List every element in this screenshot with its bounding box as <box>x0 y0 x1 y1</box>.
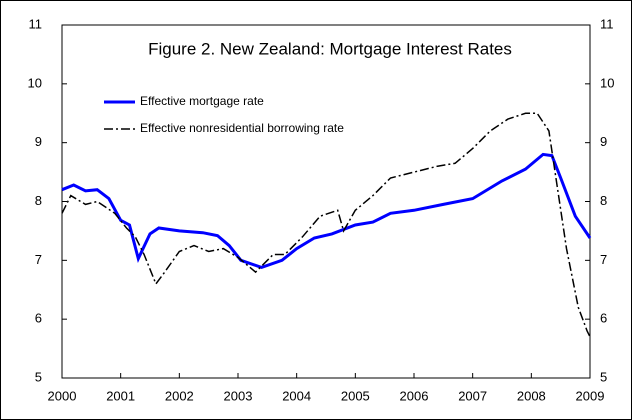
y-tick-label: 11 <box>29 16 43 31</box>
y-tick-label: 10 <box>28 75 42 90</box>
x-tick-label: 2004 <box>282 388 311 403</box>
y2-tick-label: 5 <box>600 369 607 384</box>
legend-label: Effective nonresidential borrowing rate <box>140 121 344 135</box>
plot-area <box>61 24 591 379</box>
y-tick-label: 9 <box>35 134 42 149</box>
y2-tick-label: 11 <box>600 16 614 31</box>
y-tick-label: 6 <box>35 311 42 326</box>
series-line <box>61 152 592 269</box>
y2-tick-label: 8 <box>600 193 607 208</box>
x-tick-label: 2000 <box>48 388 77 403</box>
y2-tick-label: 9 <box>600 134 607 149</box>
y-tick-label: 5 <box>35 369 42 384</box>
x-tick-label: 2007 <box>458 388 487 403</box>
y-tick-label: 7 <box>35 252 42 267</box>
y2-tick-label: 7 <box>600 252 607 267</box>
x-tick-label: 2001 <box>106 388 135 403</box>
x-tick-label: 2008 <box>517 388 546 403</box>
y2-tick-label: 10 <box>600 75 614 90</box>
series-line <box>61 112 591 338</box>
x-tick-label: 2006 <box>400 388 429 403</box>
x-tick-label: 2005 <box>341 388 370 403</box>
chart-title: Figure 2. New Zealand: Mortgage Interest… <box>148 39 512 58</box>
x-tick-label: 2003 <box>224 388 253 403</box>
x-tick-label: 2009 <box>576 388 605 403</box>
x-tick-label: 2002 <box>165 388 194 403</box>
legend-label: Effective mortgage rate <box>140 94 264 108</box>
y-tick-label: 8 <box>35 193 42 208</box>
y2-tick-label: 6 <box>600 311 607 326</box>
